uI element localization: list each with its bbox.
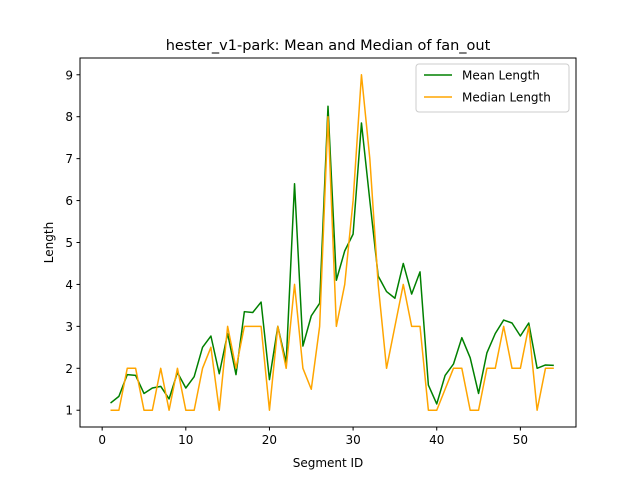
x-tick-label: 40 [429,433,444,447]
y-tick-label: 9 [65,68,73,82]
x-axis-label: Segment ID [293,456,364,470]
legend: Mean Length Median Length [415,63,570,113]
x-axis: 0 10 20 30 40 50 [98,427,528,447]
y-tick-label: 7 [65,152,73,166]
legend-label-1: Mean Length [462,69,540,83]
y-axis-label: Length [42,222,56,263]
y-tick-label: 2 [65,362,73,376]
x-tick-label: 20 [262,433,277,447]
x-tick-label: 10 [178,433,193,447]
y-axis: 1 2 3 4 5 6 7 8 9 [65,68,80,418]
y-tick-label: 3 [65,320,73,334]
y-tick-label: 6 [65,194,73,208]
y-tick-label: 4 [65,278,73,292]
series-line-1 [110,105,554,405]
y-tick-label: 1 [65,404,73,418]
x-tick-label: 30 [345,433,360,447]
chart-title: hester_v1-park: Mean and Median of fan_o… [166,38,491,54]
y-tick-label: 8 [65,110,73,124]
legend-label-2: Median Length [462,91,551,105]
series-line-2 [110,74,554,411]
x-tick-label: 50 [513,433,528,447]
y-tick-label: 5 [65,236,73,250]
x-tick-label: 0 [98,433,106,447]
legend-box [415,63,570,113]
series-layer [110,74,554,411]
